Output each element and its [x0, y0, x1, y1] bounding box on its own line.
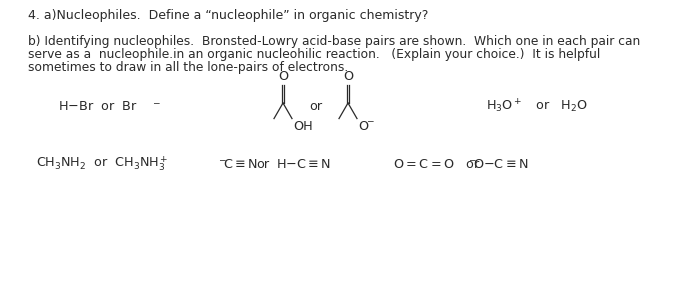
Text: O$-$C$\equiv$N: O$-$C$\equiv$N [473, 157, 529, 171]
Text: O$=$C$=$O   or: O$=$C$=$O or [393, 157, 480, 171]
Text: or: or [309, 100, 323, 113]
Text: sometimes to draw in all the lone-pairs of electrons.: sometimes to draw in all the lone-pairs … [28, 61, 348, 74]
Text: $-$: $-$ [468, 154, 477, 163]
Text: H$_3$O$^+$   or   H$_2$O: H$_3$O$^+$ or H$_2$O [486, 97, 588, 115]
Text: $-$: $-$ [152, 97, 161, 106]
Text: or: or [256, 157, 269, 171]
Text: O: O [278, 70, 288, 84]
Text: b) Identifying nucleophiles.  Bronsted-Lowry acid-base pairs are shown.  Which o: b) Identifying nucleophiles. Bronsted-Lo… [28, 35, 640, 48]
Text: 4. a)Nucleophiles.  Define a “nucleophile” in organic chemistry?: 4. a)Nucleophiles. Define a “nucleophile… [28, 9, 428, 22]
Text: $-$: $-$ [218, 154, 226, 163]
Text: H$-$Br  or  Br: H$-$Br or Br [58, 100, 137, 113]
Text: CH$_3$NH$_2$  or  CH$_3$NH$_3^+$: CH$_3$NH$_2$ or CH$_3$NH$_3^+$ [36, 155, 168, 173]
Text: O: O [358, 120, 368, 133]
Text: serve as a  nucleophile.in an organic nucleohilic reaction.   (Explain your choi: serve as a nucleophile.in an organic nuc… [28, 48, 601, 61]
Text: $-$: $-$ [366, 116, 375, 125]
Text: OH: OH [293, 120, 313, 133]
Text: H$-$C$\equiv$N: H$-$C$\equiv$N [276, 157, 331, 171]
Text: O: O [343, 70, 353, 84]
Text: C$\equiv$N: C$\equiv$N [223, 157, 258, 171]
